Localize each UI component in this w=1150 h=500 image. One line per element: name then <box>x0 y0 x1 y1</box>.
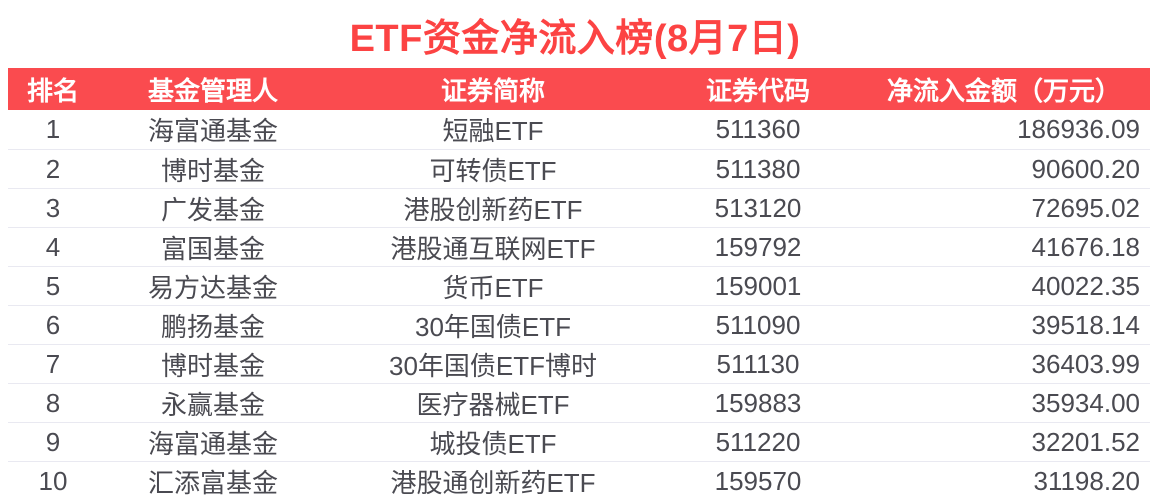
security-code-cell: 159883 <box>714 387 802 418</box>
security-name-cell: 城投债ETF <box>429 428 557 459</box>
table-row: 4 富国基金 港股通互联网ETF 159792 41676.18 <box>8 227 1150 266</box>
security-name-cell: 港股通创新药ETF <box>390 467 596 498</box>
net-inflow-amount-cell: 186936.09 <box>1017 114 1140 144</box>
table-row: 9 海富通基金 城投债ETF 511220 32201.52 <box>8 422 1150 461</box>
table-row: 1 海富通基金 短融ETF 511360 186936.09 <box>8 110 1150 149</box>
security-name-cell: 港股创新药ETF <box>403 194 583 225</box>
security-name-cell: 30年国债ETF博时 <box>388 350 598 381</box>
fund-manager-cell: 汇添富基金 <box>147 467 278 498</box>
header-security-code: 证券代码 <box>705 75 810 106</box>
security-name-cell: 港股通互联网ETF <box>390 233 596 264</box>
security-name-cell: 短融ETF <box>442 116 544 146</box>
table-row: 5 易方达基金 货币ETF 159001 40022.35 <box>8 266 1150 305</box>
fund-manager-cell: 海富通基金 <box>147 116 278 146</box>
page-title: ETF资金净流入榜(8月7日) <box>349 17 801 60</box>
table-body: 1 海富通基金 短融ETF 511360 186936.09 2 博时基金 可转… <box>8 110 1150 500</box>
rank-cell: 5 <box>45 270 61 301</box>
fund-manager-cell: 永赢基金 <box>160 389 265 420</box>
rank-cell: 1 <box>45 114 61 144</box>
table-row: 8 永赢基金 医疗器械ETF 159883 35934.00 <box>8 383 1150 422</box>
security-name-cell: 货币ETF <box>442 272 544 303</box>
rank-cell: 6 <box>45 309 61 340</box>
header-security-name: 证券简称 <box>440 75 545 106</box>
rank-cell: 8 <box>45 387 61 418</box>
ranking-table: 排名 基金管理人 证券简称 证券代码 净流入金额（万元） 1 海富通基金 短融E… <box>8 68 1150 500</box>
rank-cell: 9 <box>45 426 61 457</box>
table-row: 10 汇添富基金 港股通创新药ETF 159570 31198.20 <box>8 461 1150 500</box>
fund-manager-cell: 易方达基金 <box>147 272 278 303</box>
rank-cell: 4 <box>45 231 61 262</box>
header-net-inflow-amount: 净流入金额（万元） <box>886 75 1121 106</box>
security-code-cell: 513120 <box>714 192 802 223</box>
security-name-cell: 可转债ETF <box>429 155 557 186</box>
security-code-cell: 159792 <box>714 231 802 262</box>
security-name-cell: 医疗器械ETF <box>416 389 570 420</box>
net-inflow-amount-cell: 72695.02 <box>1031 192 1140 223</box>
table-header-row: 排名 基金管理人 证券简称 证券代码 净流入金额（万元） <box>8 68 1150 110</box>
table-row: 3 广发基金 港股创新药ETF 513120 72695.02 <box>8 188 1150 227</box>
net-inflow-amount-cell: 32201.52 <box>1031 426 1140 457</box>
net-inflow-amount-cell: 35934.00 <box>1031 387 1140 418</box>
security-code-cell: 511090 <box>715 309 801 340</box>
table-row: 2 博时基金 可转债ETF 511380 90600.20 <box>8 149 1150 188</box>
fund-manager-cell: 富国基金 <box>160 233 265 264</box>
rank-cell: 2 <box>45 153 61 184</box>
rank-cell: 3 <box>45 192 61 223</box>
security-name-cell: 30年国债ETF <box>414 311 572 342</box>
fund-manager-cell: 广发基金 <box>160 194 265 225</box>
rank-cell: 10 <box>38 465 68 496</box>
net-inflow-amount-cell: 31198.20 <box>1033 465 1140 496</box>
fund-manager-cell: 博时基金 <box>160 350 265 381</box>
net-inflow-amount-cell: 36403.99 <box>1031 348 1140 379</box>
table-row: 6 鹏扬基金 30年国债ETF 511090 39518.14 <box>8 305 1150 344</box>
security-code-cell: 159570 <box>714 465 802 496</box>
security-code-cell: 511360 <box>715 114 801 144</box>
header-rank: 排名 <box>26 75 79 106</box>
security-code-cell: 511220 <box>715 426 801 457</box>
net-inflow-amount-cell: 40022.35 <box>1031 270 1140 301</box>
net-inflow-amount-cell: 39518.14 <box>1031 309 1140 340</box>
security-code-cell: 511130 <box>716 348 800 379</box>
rank-cell: 7 <box>45 348 61 379</box>
fund-manager-cell: 鹏扬基金 <box>160 311 265 342</box>
fund-manager-cell: 海富通基金 <box>147 428 278 459</box>
net-inflow-amount-cell: 90600.20 <box>1031 153 1140 184</box>
security-code-cell: 159001 <box>714 270 802 301</box>
security-code-cell: 511380 <box>715 153 801 184</box>
table-row: 7 博时基金 30年国债ETF博时 511130 36403.99 <box>8 344 1150 383</box>
fund-manager-cell: 博时基金 <box>160 155 265 186</box>
header-fund-manager: 基金管理人 <box>147 75 278 106</box>
net-inflow-amount-cell: 41676.18 <box>1031 231 1140 262</box>
